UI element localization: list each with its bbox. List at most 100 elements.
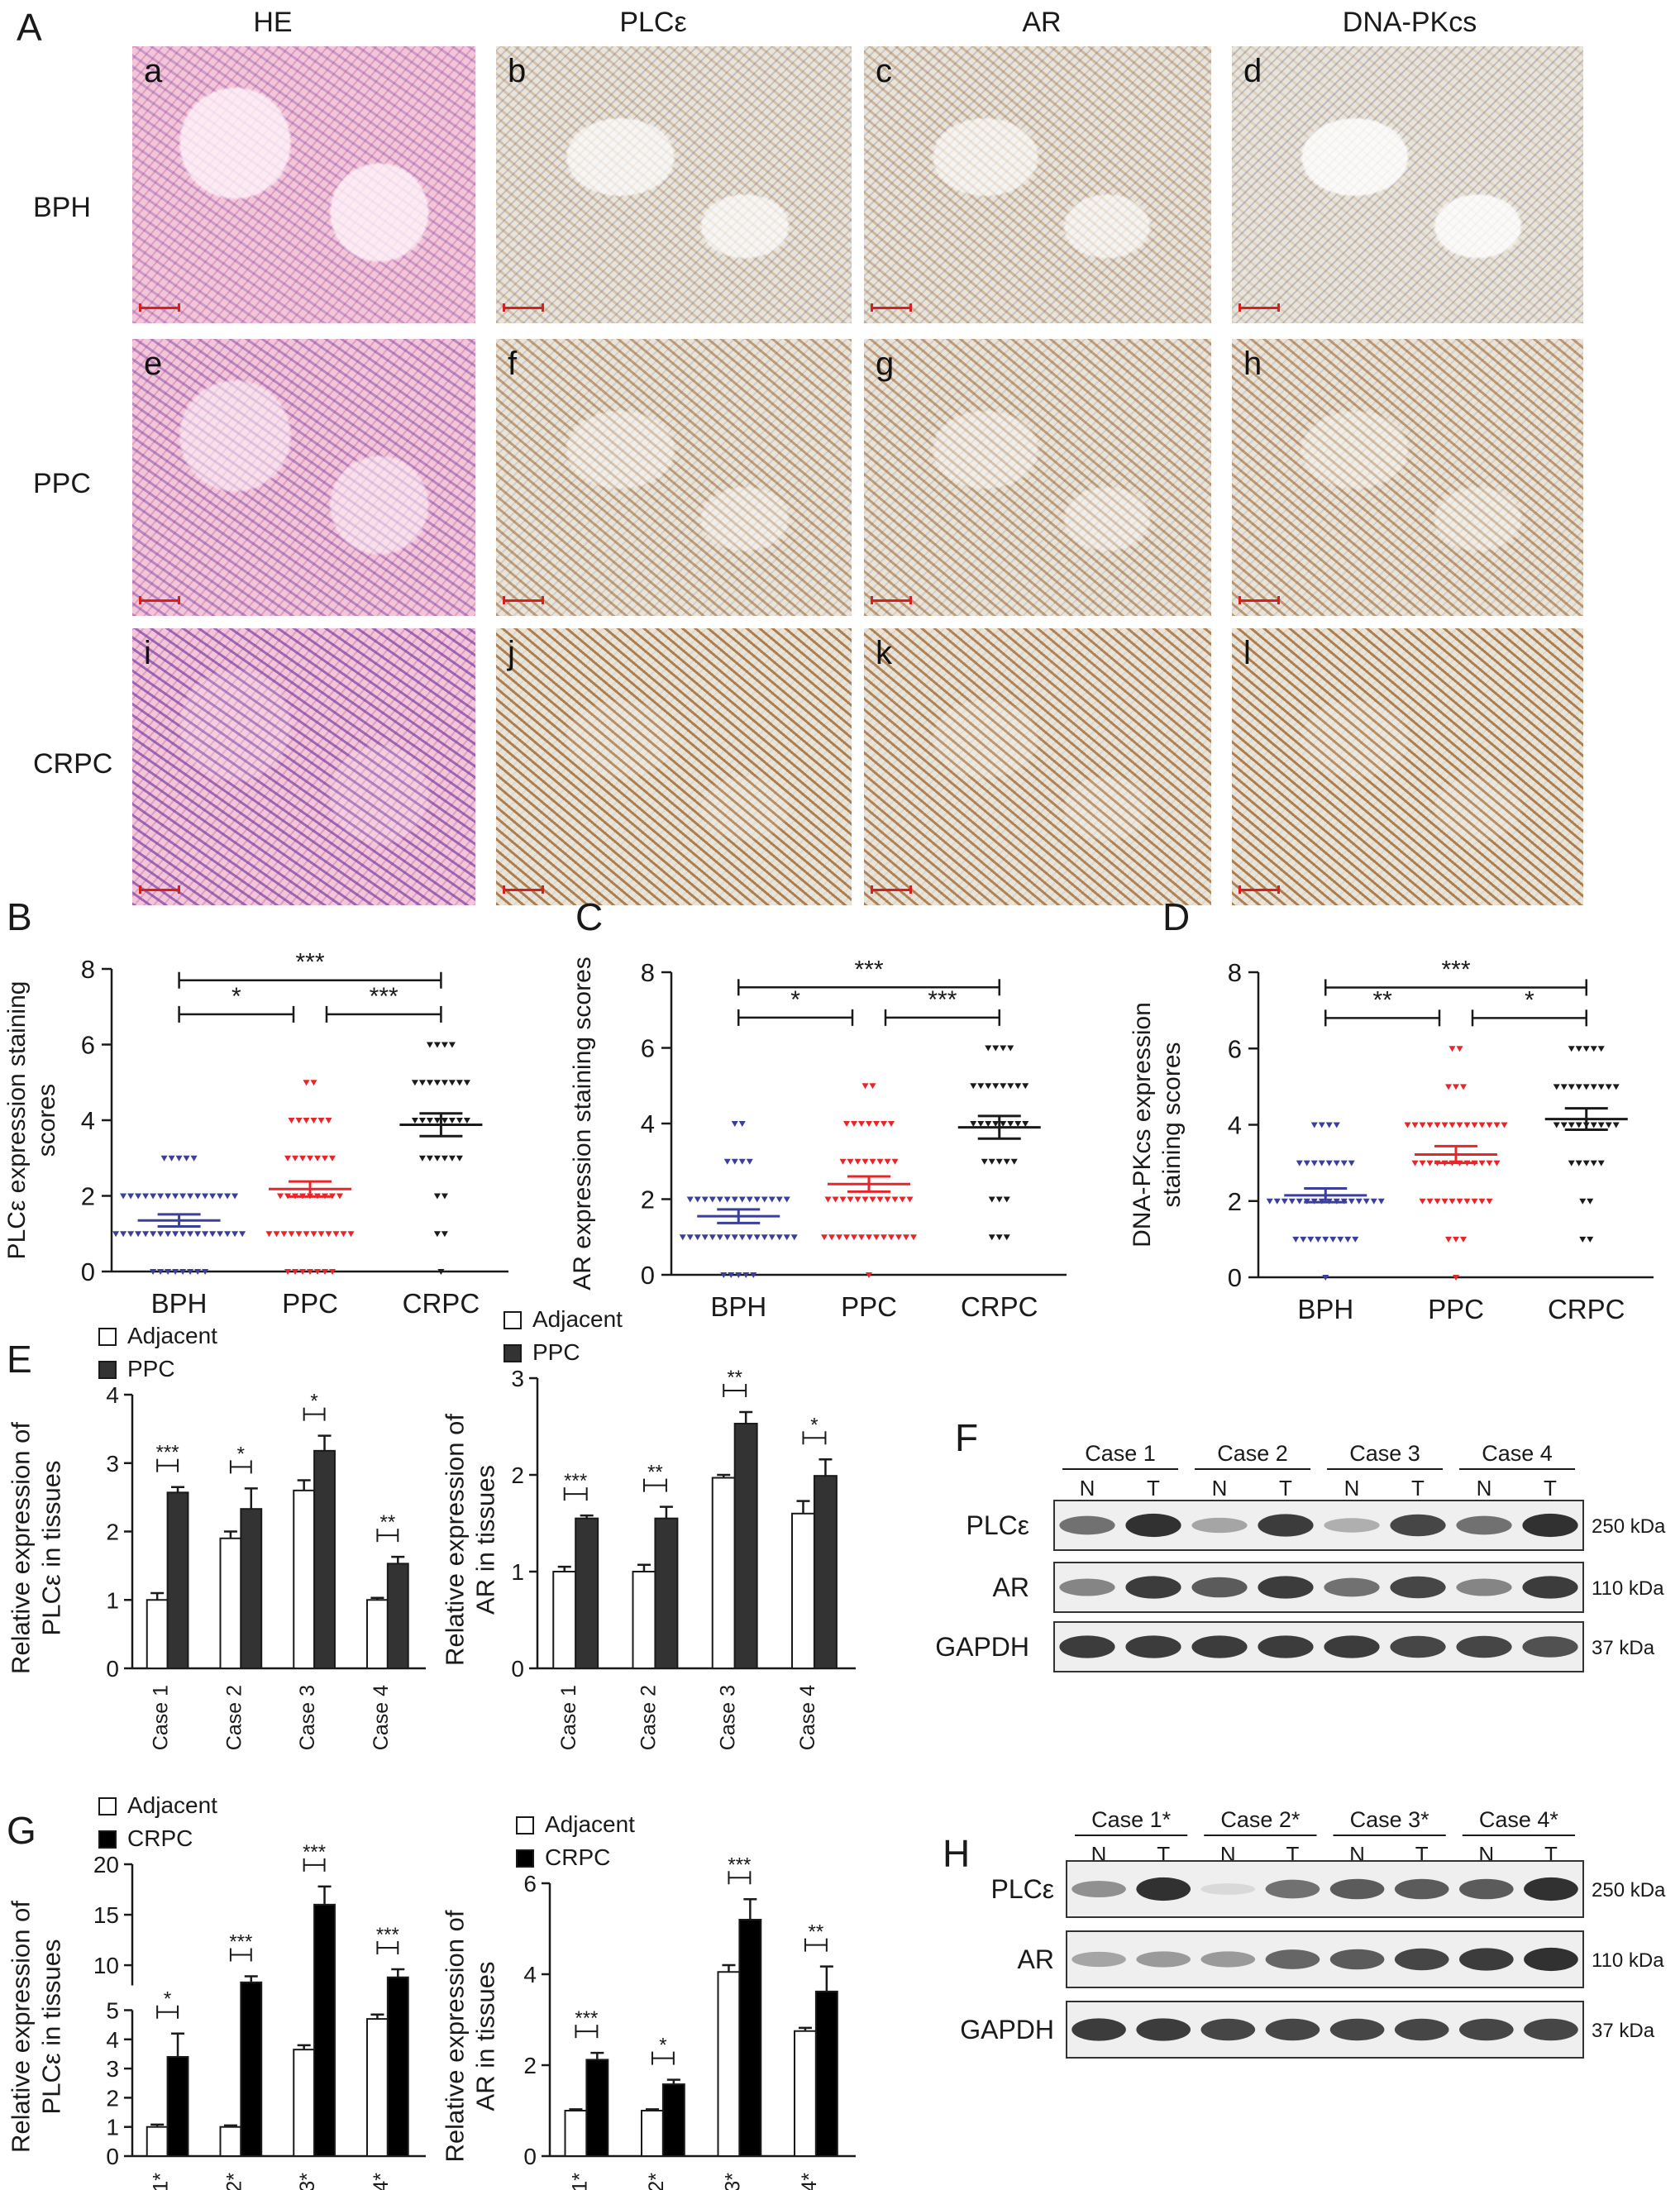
- data-point: [1590, 1160, 1597, 1167]
- data-point: [731, 1196, 738, 1203]
- data-point: [310, 1118, 317, 1124]
- data-point: [303, 1118, 310, 1124]
- y-tick-label: 8: [1228, 958, 1242, 987]
- y-tick-label: 0: [81, 1257, 95, 1286]
- data-point: [1471, 1198, 1478, 1205]
- case-label: Case 1: [1085, 1441, 1156, 1466]
- data-point: [731, 1234, 738, 1241]
- data-point: [1322, 1236, 1329, 1243]
- data-point: [1322, 1275, 1329, 1281]
- bar: [632, 1571, 656, 1669]
- data-point: [1453, 1084, 1459, 1090]
- data-point: [456, 1118, 463, 1124]
- lane-label: N: [1477, 1476, 1492, 1501]
- legend-label: CRPC: [127, 1825, 193, 1851]
- y-axis-label: PLCε expression staining: [3, 981, 31, 1260]
- data-point: [753, 1234, 761, 1241]
- significance-label: ***: [928, 986, 957, 1014]
- micrograph-label: d: [1243, 53, 1262, 89]
- data-point: [175, 1155, 183, 1162]
- data-point: [895, 1234, 902, 1241]
- data-point: [869, 1158, 876, 1165]
- data-point: [1445, 1084, 1452, 1090]
- protein-band: [1329, 1878, 1385, 1900]
- significance-label: **: [380, 1511, 396, 1534]
- scale-bar: [139, 303, 180, 312]
- bar: [293, 1489, 316, 1669]
- y-tick-label: 4: [81, 1106, 95, 1135]
- y-tick-label: 20: [93, 1852, 119, 1877]
- data-point: [1003, 1196, 1010, 1203]
- bar: [386, 1563, 409, 1669]
- data-point: [988, 1196, 995, 1203]
- data-point: [891, 1196, 899, 1203]
- protein-band: [1459, 1948, 1514, 1971]
- bar: [661, 2083, 685, 2158]
- data-point: [1292, 1236, 1300, 1243]
- x-tick-label: Case 2: [222, 1685, 246, 1750]
- data-point: [426, 1042, 433, 1048]
- row-label-ppc: PPC: [33, 468, 91, 499]
- data-point: [709, 1234, 716, 1241]
- data-point: [1377, 1198, 1385, 1205]
- data-point: [753, 1196, 761, 1203]
- data-point: [1575, 1160, 1582, 1167]
- protein-band: [1191, 1635, 1248, 1658]
- lane-label: T: [1411, 1476, 1425, 1501]
- data-point: [150, 1269, 157, 1275]
- data-point: [720, 1272, 728, 1278]
- x-tick-label: Case 2*: [645, 2173, 668, 2190]
- data-point: [783, 1234, 790, 1241]
- bar: [791, 1512, 815, 1670]
- y-tick-label: 2: [106, 2085, 119, 2111]
- data-point: [1434, 1198, 1441, 1205]
- data-point: [738, 1196, 746, 1203]
- data-point: [1575, 1122, 1582, 1128]
- data-point: [876, 1158, 884, 1165]
- micrograph-label: f: [508, 346, 518, 382]
- data-point: [746, 1234, 753, 1241]
- data-point: [1310, 1122, 1318, 1128]
- molecular-weight-label: 250 kDa: [1592, 1515, 1666, 1538]
- data-point: [731, 1158, 738, 1165]
- bar: [717, 1971, 741, 2157]
- data-point: [861, 1158, 869, 1165]
- bar: [711, 1477, 736, 1670]
- y-tick-label: 1: [106, 1587, 119, 1613]
- data-point: [970, 1121, 977, 1127]
- data-point: [847, 1158, 854, 1165]
- panel-letter-f: F: [955, 1416, 978, 1459]
- bar: [240, 1981, 263, 2157]
- legend-swatch: [98, 1830, 117, 1849]
- bar: [814, 1990, 838, 2157]
- y-axis-label: AR expression staining scores: [569, 957, 596, 1291]
- data-point: [1318, 1160, 1325, 1167]
- y-tick-label: 3: [106, 2056, 119, 2082]
- y-tick-label: 6: [641, 1034, 655, 1063]
- y-axis-label: DNA-PKcs expression: [1129, 1002, 1156, 1248]
- data-point: [1582, 1160, 1590, 1167]
- protein-band: [1071, 1880, 1126, 1898]
- micrograph-label: k: [876, 635, 892, 671]
- data-point: [150, 1231, 157, 1238]
- data-point: [977, 1121, 985, 1127]
- data-point: [322, 1269, 328, 1275]
- data-point: [881, 1121, 887, 1127]
- data-point: [411, 1118, 418, 1124]
- data-point: [314, 1269, 321, 1275]
- data-point: [768, 1196, 776, 1203]
- data-point: [1575, 1084, 1582, 1090]
- data-point: [347, 1231, 355, 1238]
- y-tick-label: 3: [106, 1451, 119, 1477]
- protein-band: [1265, 1949, 1320, 1969]
- y-tick-label: 2: [1228, 1187, 1242, 1216]
- legend-label: CRPC: [545, 1844, 610, 1870]
- data-point: [686, 1234, 694, 1241]
- lane-label: T: [1279, 1476, 1292, 1501]
- protein-band: [1125, 1576, 1181, 1599]
- significance-label: *: [164, 1988, 171, 2011]
- data-point: [981, 1158, 988, 1165]
- data-point: [735, 1272, 742, 1278]
- lane-label: T: [1147, 1476, 1160, 1501]
- protein-band: [1456, 1578, 1512, 1596]
